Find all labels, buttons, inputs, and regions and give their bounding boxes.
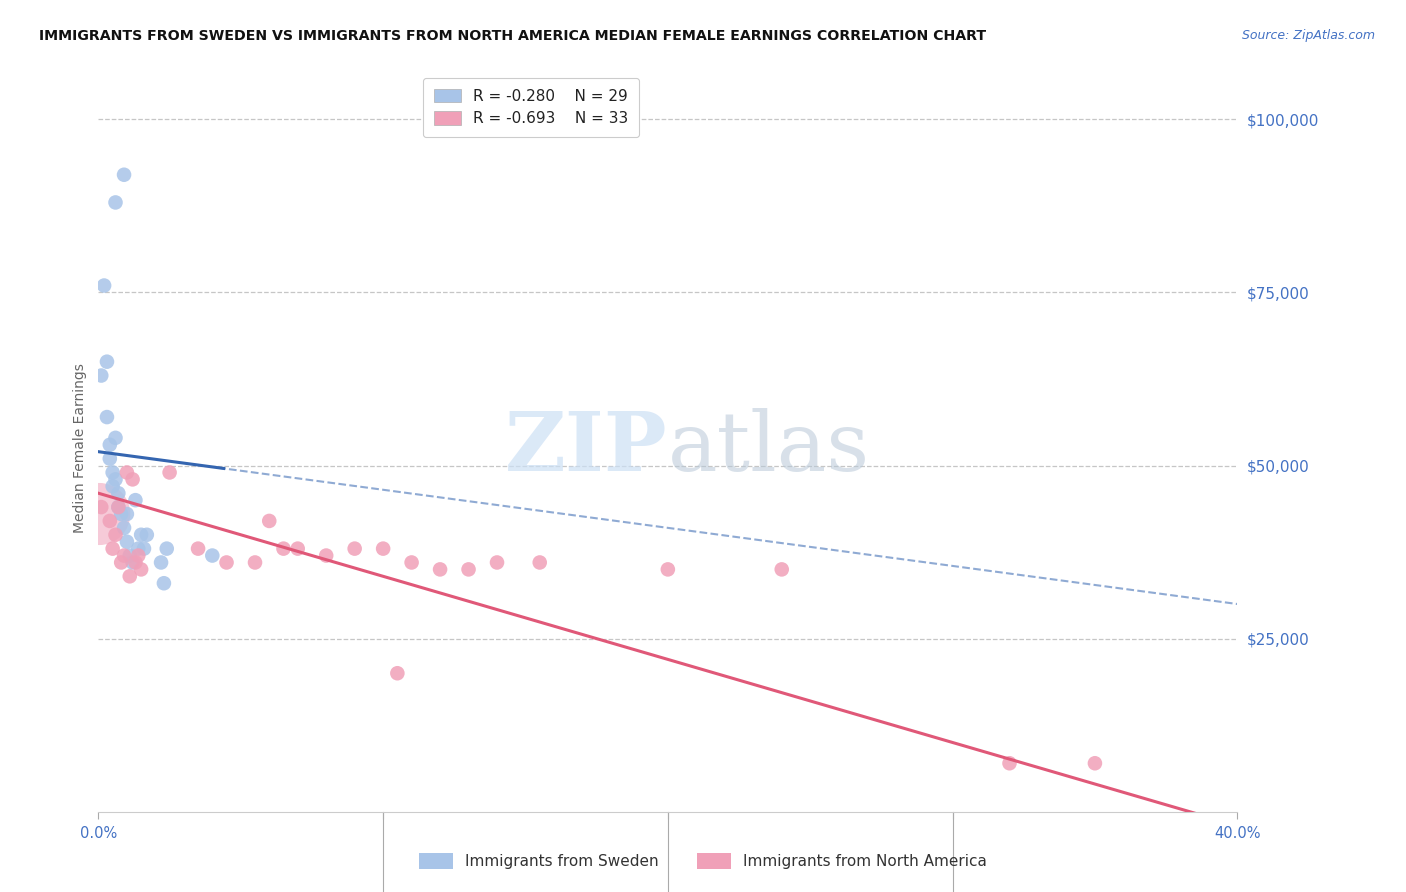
Point	[112, 549, 135, 563]
Text: ZIP: ZIP	[505, 409, 668, 488]
Point	[201, 549, 224, 563]
Point	[124, 493, 146, 508]
Point	[401, 556, 423, 570]
Point	[457, 562, 479, 576]
Point	[107, 500, 129, 514]
Point	[124, 556, 146, 570]
Point	[1084, 756, 1107, 771]
Text: Source: ZipAtlas.com: Source: ZipAtlas.com	[1241, 29, 1375, 42]
Point	[153, 576, 176, 591]
Point	[98, 451, 121, 466]
Point	[135, 528, 157, 542]
Point	[90, 368, 112, 383]
Point	[243, 556, 266, 570]
Point	[770, 562, 793, 576]
Point	[150, 556, 173, 570]
Point	[187, 541, 209, 556]
Point	[107, 500, 129, 514]
Legend: Immigrants from Sweden, Immigrants from North America: Immigrants from Sweden, Immigrants from …	[413, 847, 993, 875]
Point	[110, 556, 132, 570]
Point	[104, 431, 127, 445]
Point	[90, 500, 112, 514]
Point	[132, 541, 155, 556]
Point	[101, 466, 124, 480]
Point	[96, 410, 118, 425]
Point	[107, 486, 129, 500]
Point	[115, 534, 138, 549]
Point	[93, 278, 115, 293]
Point	[110, 507, 132, 521]
Point	[98, 438, 121, 452]
Point	[486, 556, 509, 570]
Point	[343, 541, 366, 556]
Point	[259, 514, 281, 528]
Point	[429, 562, 451, 576]
Legend: R = -0.280    N = 29, R = -0.693    N = 33: R = -0.280 N = 29, R = -0.693 N = 33	[423, 78, 640, 137]
Point	[529, 556, 551, 570]
Text: IMMIGRANTS FROM SWEDEN VS IMMIGRANTS FROM NORTH AMERICA MEDIAN FEMALE EARNINGS C: IMMIGRANTS FROM SWEDEN VS IMMIGRANTS FRO…	[39, 29, 987, 43]
Point	[273, 541, 295, 556]
Point	[156, 541, 179, 556]
Y-axis label: Median Female Earnings: Median Female Earnings	[73, 363, 87, 533]
Point	[104, 472, 127, 486]
Point	[127, 549, 149, 563]
Point	[129, 562, 152, 576]
Point	[215, 556, 238, 570]
Point	[998, 756, 1021, 771]
Point	[373, 541, 395, 556]
Point	[387, 666, 409, 681]
Point	[112, 521, 135, 535]
Point	[112, 168, 135, 182]
Point	[287, 541, 309, 556]
Point	[104, 195, 127, 210]
Point	[98, 514, 121, 528]
Point	[118, 549, 141, 563]
Text: atlas: atlas	[668, 409, 870, 488]
Point	[127, 541, 149, 556]
Point	[104, 528, 127, 542]
Point	[101, 479, 124, 493]
Point	[315, 549, 337, 563]
Point	[115, 466, 138, 480]
Point	[129, 528, 152, 542]
Point	[121, 472, 143, 486]
Point	[89, 507, 111, 521]
Point	[115, 507, 138, 521]
Point	[118, 569, 141, 583]
Point	[159, 466, 181, 480]
Point	[657, 562, 679, 576]
Point	[96, 354, 118, 368]
Point	[121, 556, 143, 570]
Point	[101, 541, 124, 556]
